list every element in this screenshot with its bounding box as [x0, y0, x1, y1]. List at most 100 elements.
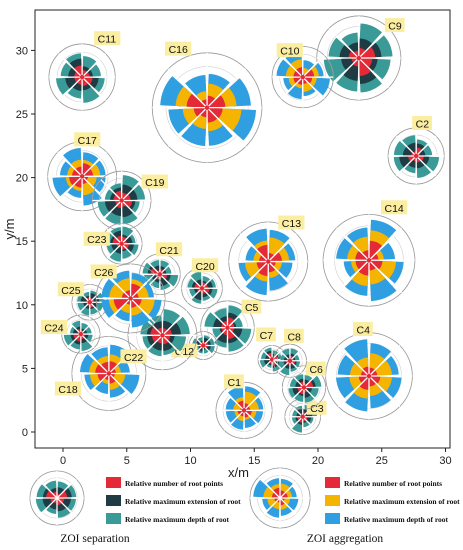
- clump-c20: C20: [181, 258, 223, 310]
- x-tick-label: 25: [376, 455, 388, 467]
- legend-item-label: Relative maximum extension of root: [344, 497, 460, 506]
- legend-swatch: [106, 495, 121, 506]
- clump-c26-points-wedge: [113, 298, 131, 310]
- clump-label-bg: [74, 132, 101, 147]
- clump-c13-points-wedge: [256, 261, 269, 270]
- clump-c17-points-wedge: [74, 176, 83, 188]
- clump-label: C6: [309, 364, 323, 376]
- y-tick-label: 25: [16, 109, 28, 121]
- clump-c8: C8: [272, 328, 307, 378]
- legend-swatch: [325, 513, 340, 524]
- clump-c10-points-wedge: [302, 69, 315, 78]
- clump-c11-points-wedge: [74, 65, 83, 78]
- x-tick-label: 10: [184, 455, 196, 467]
- y-tick-label: 10: [16, 300, 28, 312]
- clump-center-point: [119, 198, 124, 203]
- clump-c17-points-wedge: [82, 163, 91, 177]
- clump-c9-points-wedge: [358, 47, 376, 59]
- clump-c9: C9: [316, 15, 405, 101]
- clump-label-bg: [191, 258, 219, 273]
- clump-c16-points-wedge: [207, 107, 218, 123]
- clump-center-point: [300, 74, 305, 80]
- clump-label: C9: [388, 21, 402, 33]
- clump-c17-points-wedge: [69, 176, 83, 186]
- clump-c13-points-wedge: [257, 244, 269, 262]
- clump-label: C14: [385, 203, 404, 215]
- clump-label-bg: [305, 361, 326, 376]
- clump-c9-points-wedge: [358, 58, 371, 77]
- clump-label: C16: [169, 44, 188, 56]
- clump-c18-points-wedge: [95, 364, 109, 374]
- clump-center-point: [287, 358, 293, 363]
- clump-center-point: [266, 259, 271, 264]
- y-tick-label: 15: [16, 236, 28, 248]
- clump-label: C1: [228, 377, 242, 389]
- clump-label: C3: [310, 403, 324, 415]
- legend-separation: Relative number of root points Relative m…: [29, 470, 241, 545]
- clump-label-bg: [283, 328, 304, 343]
- x-tick-label: 5: [124, 455, 130, 467]
- x-tick-label: 30: [439, 455, 451, 467]
- clump-c18-points-wedge: [97, 373, 109, 382]
- clump-center-point: [157, 272, 163, 277]
- clump-c13-points-wedge: [268, 252, 282, 262]
- x-axis-label: x/m: [228, 465, 249, 480]
- clump-c18-points-wedge: [101, 361, 109, 374]
- clump-label-bg: [381, 200, 408, 215]
- clump-c14-points-wedge: [355, 251, 369, 261]
- clump-center-point: [78, 331, 84, 337]
- clump-label-bg: [165, 41, 192, 56]
- legend-swatch: [106, 477, 121, 488]
- clump-label: C23: [87, 234, 106, 246]
- clump-label: C5: [245, 302, 259, 314]
- clump-label: C13: [282, 218, 301, 230]
- clump-center-point: [225, 325, 230, 330]
- clump-label: C7: [260, 330, 274, 342]
- clump-c4-points-wedge: [359, 376, 369, 390]
- clump-c18: C18: [54, 336, 147, 411]
- clump-c16: C16: [151, 41, 263, 163]
- clump-center-point: [413, 153, 419, 159]
- clump-center-point: [366, 373, 372, 379]
- legend-item-label: Relative number of root points: [344, 479, 442, 488]
- clump-label-bg: [384, 18, 405, 33]
- clump-c26-points-wedge: [130, 283, 141, 299]
- clump-center-point: [79, 174, 85, 179]
- clump-label-bg: [306, 400, 327, 415]
- x-tick-label: 20: [312, 455, 324, 467]
- clump-c16-points-wedge: [186, 93, 208, 108]
- clump-label: C20: [195, 261, 214, 273]
- clump-label-bg: [276, 43, 303, 58]
- clump-label-bg: [353, 322, 373, 337]
- clump-c22-points-wedge: [150, 327, 163, 336]
- clump-c6: C6: [281, 361, 327, 410]
- clump-center-point: [119, 241, 124, 246]
- clump-c14-points-wedge: [369, 260, 383, 270]
- clump-label-bg: [54, 381, 82, 396]
- clump-c14: C14: [322, 200, 416, 307]
- clump-label: C26: [94, 267, 113, 279]
- clump-label: C18: [58, 384, 77, 396]
- clump-label: C10: [280, 46, 299, 58]
- clump-c5-points-wedge: [227, 327, 236, 340]
- clump-label-bg: [224, 374, 244, 389]
- y-tick-label: 30: [16, 45, 28, 57]
- clump-c10: C10: [271, 43, 334, 109]
- clump-label-bg: [120, 349, 147, 364]
- clump-center-point: [300, 414, 305, 419]
- legend-item-label: Relative maximum extension of root: [125, 497, 241, 506]
- clump-center-point: [204, 105, 210, 110]
- clump-label-bg: [57, 282, 84, 297]
- clump-label-bg: [94, 31, 121, 46]
- clump-label: C22: [124, 352, 143, 364]
- clump-label: C2: [416, 118, 430, 130]
- legend-aggregation: Relative number of root points Relative m…: [249, 467, 460, 545]
- clump-label-bg: [241, 299, 262, 314]
- clump-label-bg: [141, 174, 168, 189]
- y-tick-label: 20: [16, 173, 28, 185]
- clump-c23: C23: [83, 222, 143, 265]
- clump-label-bg: [40, 320, 68, 335]
- clump-label-bg: [83, 231, 110, 246]
